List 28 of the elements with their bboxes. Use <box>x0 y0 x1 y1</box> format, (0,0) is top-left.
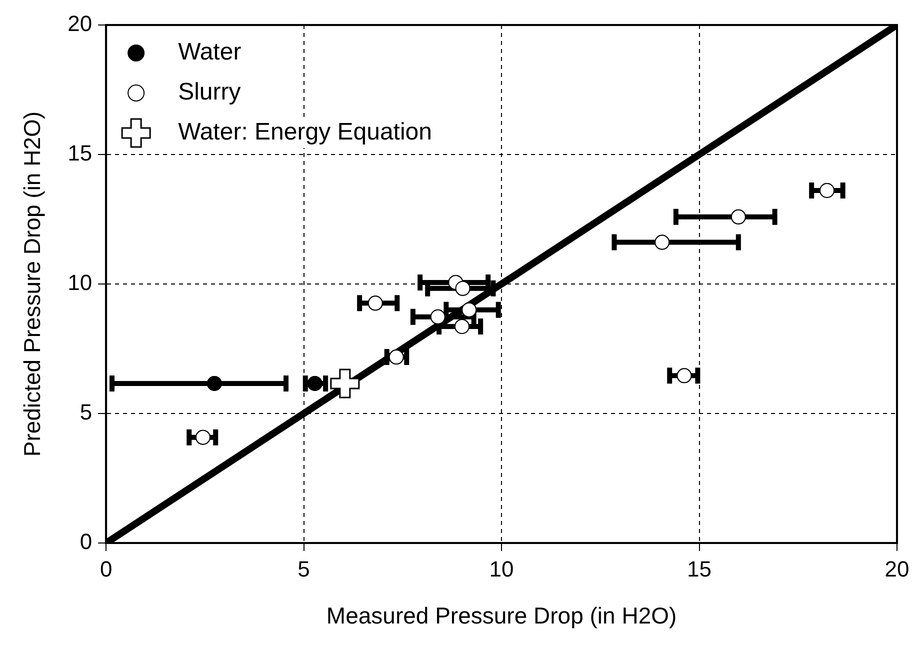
legend-label: Water <box>178 38 242 66</box>
x-tick-label: 5 <box>298 556 310 582</box>
point <box>430 309 446 324</box>
legend-label: Slurry <box>178 78 241 106</box>
point <box>455 280 470 296</box>
point <box>454 318 470 334</box>
y-tick-label: 5 <box>80 400 92 425</box>
point <box>654 234 670 250</box>
point <box>206 376 222 391</box>
point <box>368 296 383 311</box>
y-tick-label: 10 <box>68 270 92 296</box>
point <box>820 183 835 198</box>
y-tick-label: 0 <box>80 529 92 554</box>
y-axis-title: Predicted Pressure Drop (in H2O) <box>19 111 46 457</box>
point <box>730 209 746 224</box>
x-tick-label: 0 <box>100 556 112 582</box>
legend-label: Water: Energy Equation <box>178 118 432 146</box>
point <box>307 376 322 391</box>
point <box>676 368 692 384</box>
point <box>330 368 360 398</box>
y-tick-label: 20 <box>68 11 92 36</box>
x-tick-label: 10 <box>489 556 514 582</box>
y-tick-label: 15 <box>68 140 92 166</box>
x-axis-title: Measured Pressure Drop (in H2O) <box>326 602 677 629</box>
x-tick-label: 20 <box>884 556 910 582</box>
x-tick-label: 15 <box>687 556 712 582</box>
point <box>195 430 210 445</box>
point <box>462 302 477 318</box>
